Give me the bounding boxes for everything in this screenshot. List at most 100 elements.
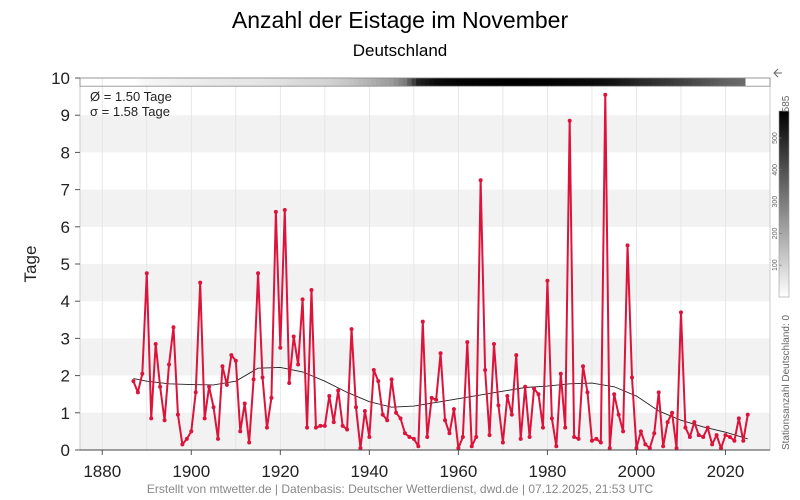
data-point-1971 <box>505 394 510 399</box>
y-tick-label-7: 7 <box>61 181 70 200</box>
band-6-7 <box>80 189 770 227</box>
station-cell-1920 <box>278 78 283 87</box>
data-point-1983 <box>558 371 563 376</box>
station-cell-1953 <box>425 78 430 87</box>
station-cell-1942 <box>376 78 381 87</box>
data-point-1958 <box>447 431 452 436</box>
station-cell-1936 <box>349 78 355 87</box>
station-cell-1975 <box>522 78 528 87</box>
y-tick-label-4: 4 <box>61 292 70 311</box>
station-cell-1922 <box>287 78 292 87</box>
vertical-gridlines <box>101 78 726 450</box>
station-cell-1887 <box>131 78 137 87</box>
station-cell-1899 <box>184 78 190 87</box>
footer-credits: Erstellt von mtwetter.de | Datenbasis: D… <box>147 482 654 496</box>
data-point-1921 <box>282 208 287 213</box>
data-point-1922 <box>287 381 292 386</box>
data-point-2018 <box>714 433 719 438</box>
data-point-1924 <box>296 362 301 367</box>
data-point-1994 <box>607 446 612 451</box>
data-point-1900 <box>189 429 194 434</box>
data-point-1936 <box>349 327 354 332</box>
data-point-1907 <box>220 364 225 369</box>
station-cell-1898 <box>180 78 186 87</box>
station-cell-1933 <box>335 78 341 87</box>
station-cell-2022 <box>732 78 738 87</box>
y-axis-label: Tage <box>21 246 40 283</box>
station-cell-1924 <box>295 78 301 87</box>
station-cell-1991 <box>594 78 600 87</box>
station-cell-1955 <box>433 78 439 87</box>
data-point-1955 <box>434 397 439 402</box>
data-point-1916 <box>260 375 265 380</box>
data-point-1896 <box>171 325 176 330</box>
station-cell-1976 <box>527 78 533 87</box>
data-point-1893 <box>158 384 163 389</box>
station-cell-1940 <box>367 78 372 87</box>
data-point-1908 <box>224 382 229 387</box>
colorbar-ticks: 100 200 300 400 500 <box>772 132 782 271</box>
data-point-1915 <box>256 271 261 276</box>
data-point-2001 <box>638 429 643 434</box>
x-tick-label-2000: 2000 <box>618 462 656 481</box>
station-cell-1987 <box>576 78 582 87</box>
station-cell-2011 <box>683 78 689 87</box>
band-8-9 <box>80 115 770 153</box>
station-cell-1889 <box>140 78 145 87</box>
station-cell-1929 <box>318 78 324 87</box>
station-strip-frame <box>79 77 771 87</box>
data-point-1963 <box>469 444 474 449</box>
data-point-1946 <box>394 410 399 415</box>
station-cell-1944 <box>384 78 390 87</box>
station-cell-2020 <box>723 78 729 87</box>
data-point-1953 <box>425 434 430 439</box>
station-cell-1966 <box>482 78 488 87</box>
station-cell-1919 <box>273 78 279 87</box>
data-point-1995 <box>612 392 617 397</box>
station-cell-1993 <box>603 78 608 87</box>
data-point-2013 <box>692 420 697 425</box>
data-point-1929 <box>318 423 323 428</box>
data-point-1974 <box>518 436 523 441</box>
station-cell-1980 <box>545 78 551 87</box>
data-point-1989 <box>585 390 590 395</box>
data-point-1917 <box>264 425 269 430</box>
colorbar-gradient <box>778 110 790 298</box>
station-cell-2010 <box>678 78 684 87</box>
station-cell-1909 <box>229 78 234 87</box>
data-point-1969 <box>496 403 501 408</box>
y-tick-label-1: 1 <box>61 404 70 423</box>
data-point-1930 <box>322 423 327 428</box>
data-series-layer <box>131 92 750 451</box>
data-point-1899 <box>184 436 189 441</box>
data-point-1966 <box>483 368 488 373</box>
data-point-1895 <box>167 362 172 367</box>
station-cell-1914 <box>251 78 257 87</box>
station-cell-2014 <box>696 78 702 87</box>
station-cell-2019 <box>718 78 724 87</box>
station-cell-1979 <box>540 78 546 87</box>
data-point-1943 <box>380 412 385 417</box>
data-point-1998 <box>625 243 630 248</box>
data-point-2014 <box>696 433 701 438</box>
station-cell-1894 <box>162 78 168 87</box>
station-cell-1918 <box>269 78 275 87</box>
station-cell-2023 <box>736 78 742 87</box>
y-tick-label-2: 2 <box>61 367 70 386</box>
station-cell-1998 <box>625 78 631 87</box>
data-point-1888 <box>135 390 140 395</box>
station-cell-1917 <box>264 78 270 87</box>
station-cell-1967 <box>487 78 493 87</box>
data-point-1942 <box>376 379 381 384</box>
station-cell-1947 <box>398 78 404 87</box>
data-point-2024 <box>741 438 746 443</box>
data-point-2011 <box>683 425 688 430</box>
data-point-1972 <box>509 412 514 417</box>
data-point-1898 <box>180 442 185 447</box>
data-point-1939 <box>362 408 367 413</box>
station-cell-1912 <box>242 78 248 87</box>
station-cell-2018 <box>714 78 720 87</box>
station-cell-1970 <box>500 78 506 87</box>
x-tick-label-1920: 1920 <box>261 462 299 481</box>
